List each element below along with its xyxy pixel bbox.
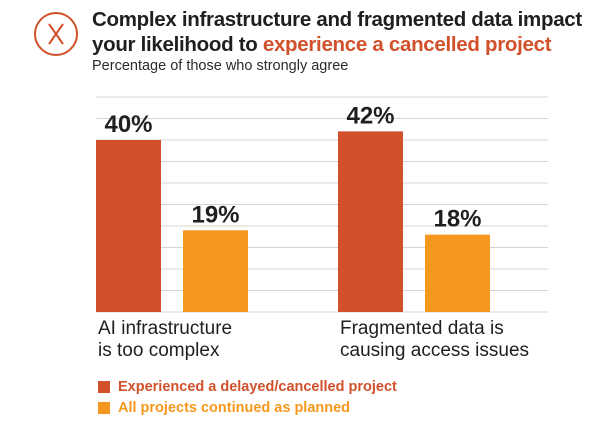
legend-swatch-delayed — [98, 380, 110, 393]
legend-item-delayed: Experienced a delayed/cancelled project — [98, 376, 397, 397]
legend: Experienced a delayed/cancelled project … — [98, 376, 397, 418]
bar-continued-1 — [183, 230, 248, 312]
bar-delayed-2 — [338, 131, 403, 312]
data-label: 40% — [104, 111, 152, 138]
category-label: is too complex — [98, 340, 220, 361]
category-label: AI infrastructure — [98, 318, 232, 339]
legend-swatch-continued — [98, 401, 110, 414]
title-line-2-text: your likelihood to — [92, 33, 263, 56]
bar-delayed-1 — [96, 140, 161, 312]
title-line-2: your likelihood to experience a cancelle… — [92, 32, 592, 57]
bar-continued-2 — [425, 234, 490, 312]
data-label: 18% — [433, 206, 481, 233]
chart-title: Complex infrastructure and fragmented da… — [92, 7, 592, 57]
legend-item-continued: All projects continued as planned — [98, 397, 397, 418]
x-circle-icon — [34, 12, 78, 56]
chart-subtitle: Percentage of those who strongly agree — [92, 58, 349, 74]
category-label: Fragmented data is — [340, 318, 504, 339]
title-line-1: Complex infrastructure and fragmented da… — [92, 8, 582, 31]
category-label: causing access issues — [340, 340, 529, 361]
chart-header: Complex infrastructure and fragmented da… — [0, 0, 600, 80]
legend-label-continued: All projects continued as planned — [118, 399, 351, 416]
data-label: 42% — [346, 102, 394, 129]
legend-label-delayed: Experienced a delayed/cancelled project — [118, 378, 397, 395]
data-label: 19% — [191, 201, 239, 228]
title-highlight: experience a cancelled project — [262, 33, 552, 56]
